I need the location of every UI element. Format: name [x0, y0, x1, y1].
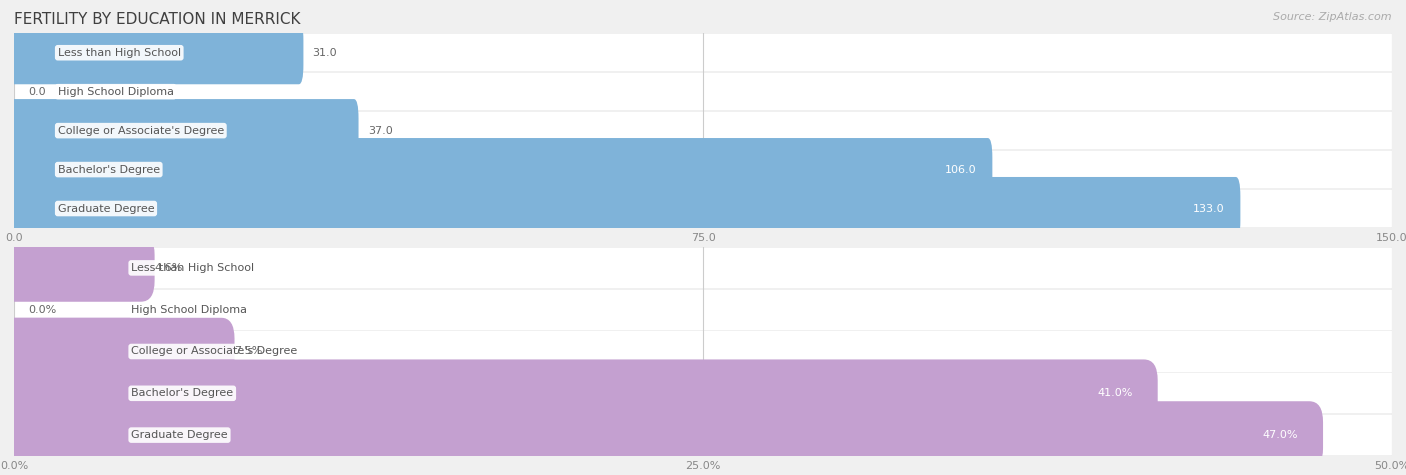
Bar [14, 73, 1392, 110]
Text: Graduate Degree: Graduate Degree [131, 430, 228, 440]
Text: 47.0%: 47.0% [1263, 430, 1298, 440]
Text: College or Associate's Degree: College or Associate's Degree [131, 346, 298, 357]
Text: Less than High School: Less than High School [58, 48, 181, 58]
Text: College or Associate's Degree: College or Associate's Degree [58, 125, 224, 136]
Text: Less than High School: Less than High School [131, 263, 254, 273]
Text: Bachelor's Degree: Bachelor's Degree [131, 388, 233, 399]
Bar [14, 415, 1392, 455]
Text: FERTILITY BY EDUCATION IN MERRICK: FERTILITY BY EDUCATION IN MERRICK [14, 12, 301, 27]
Text: 7.5%: 7.5% [235, 346, 263, 357]
Text: 31.0: 31.0 [312, 48, 337, 58]
FancyBboxPatch shape [10, 138, 993, 201]
Bar [14, 290, 1392, 330]
Bar [14, 248, 1392, 288]
Text: 0.0: 0.0 [28, 86, 45, 97]
Text: 0.0%: 0.0% [28, 304, 56, 315]
FancyBboxPatch shape [0, 360, 1157, 427]
FancyBboxPatch shape [10, 177, 1240, 240]
Bar [14, 112, 1392, 149]
Text: Source: ZipAtlas.com: Source: ZipAtlas.com [1274, 12, 1392, 22]
FancyBboxPatch shape [10, 99, 359, 162]
Bar [14, 151, 1392, 188]
Text: Graduate Degree: Graduate Degree [58, 203, 155, 214]
FancyBboxPatch shape [0, 318, 235, 385]
Text: 4.6%: 4.6% [155, 263, 183, 273]
FancyBboxPatch shape [0, 234, 155, 302]
Text: 37.0: 37.0 [368, 125, 392, 136]
Text: High School Diploma: High School Diploma [58, 86, 174, 97]
Bar [14, 190, 1392, 227]
Bar [14, 332, 1392, 371]
Bar [14, 373, 1392, 413]
Text: High School Diploma: High School Diploma [131, 304, 247, 315]
FancyBboxPatch shape [0, 401, 1323, 469]
Text: 41.0%: 41.0% [1098, 388, 1133, 399]
Text: 106.0: 106.0 [945, 164, 977, 175]
Text: 133.0: 133.0 [1194, 203, 1225, 214]
Text: Bachelor's Degree: Bachelor's Degree [58, 164, 160, 175]
FancyBboxPatch shape [10, 21, 304, 84]
Bar [14, 34, 1392, 71]
